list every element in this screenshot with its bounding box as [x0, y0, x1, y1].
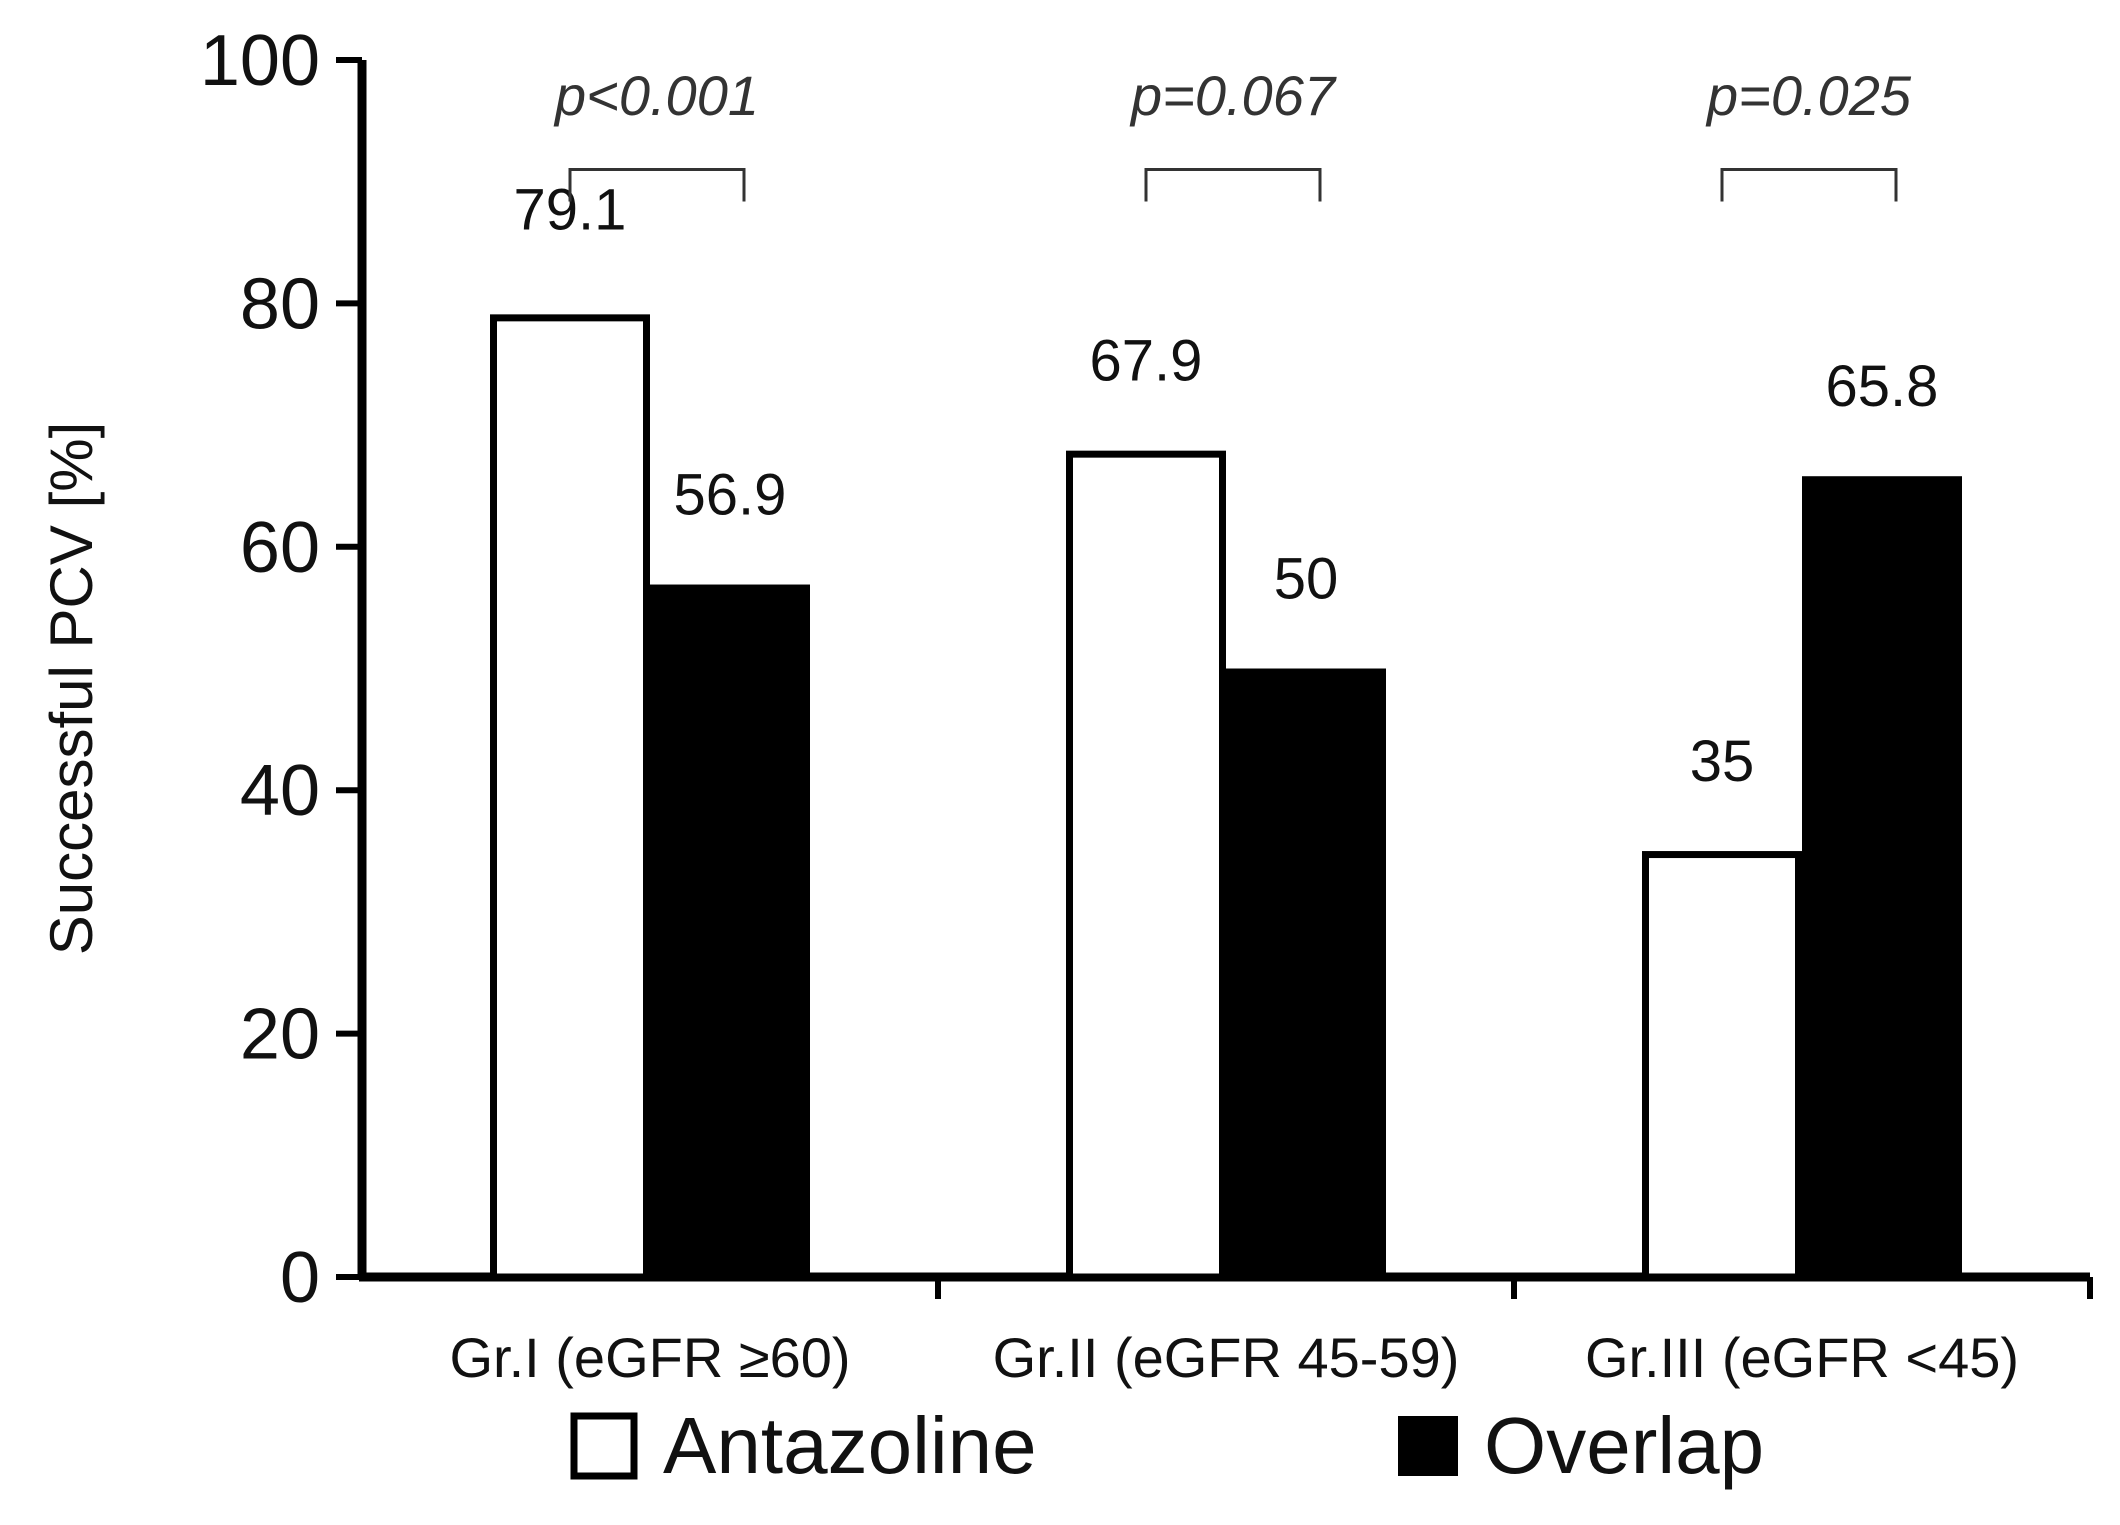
legend-swatch-overlap: [1398, 1416, 1458, 1476]
x-tick-label: Gr.III (eGFR <45): [1585, 1326, 2019, 1389]
p-value-bracket: [568, 168, 746, 202]
bars: [490, 314, 1962, 1281]
y-tick-label: 0: [280, 1238, 320, 1318]
y-axis-label: Successful PCV [%]: [38, 422, 105, 956]
bar-antazoline-2: [1642, 851, 1802, 1281]
bar-overlap-0: [650, 584, 810, 1277]
legend-swatch-antazoline: [570, 1412, 638, 1480]
p-value-label: p=0.025: [1705, 64, 1912, 127]
bar-overlap-1: [1226, 668, 1386, 1277]
x-tick-label: Gr.I (eGFR ≥60): [449, 1326, 850, 1389]
y-tick-label: 80: [240, 264, 320, 344]
y-tick-label: 100: [200, 21, 320, 101]
bar-overlap-2: [1802, 476, 1962, 1277]
data-label: 35: [1690, 729, 1755, 794]
data-label: 56.9: [674, 463, 787, 528]
axes: 0 20 40 60 80 100 Successful PCV [%]: [38, 21, 2093, 1318]
bar-antazoline-0: [490, 314, 650, 1281]
legend-label: Overlap: [1484, 1401, 1764, 1490]
data-label: 65.8: [1826, 354, 1939, 419]
legend-label: Antazoline: [663, 1401, 1037, 1490]
x-tick-label: Gr.II (eGFR 45-59): [993, 1326, 1460, 1389]
p-value-bracket: [1144, 168, 1322, 202]
p-value-bracket: [1720, 168, 1898, 202]
y-tick-label: 40: [240, 751, 320, 831]
data-label: 67.9: [1090, 329, 1203, 394]
bar-antazoline-1: [1066, 450, 1226, 1281]
data-label: 50: [1274, 547, 1339, 612]
y-tick-label: 60: [240, 508, 320, 588]
p-value-label: p=0.067: [1129, 64, 1337, 127]
legend: Antazoline Overlap: [570, 1401, 1764, 1490]
y-tick-label: 20: [240, 995, 320, 1075]
p-value-label: p<0.001: [553, 64, 759, 127]
